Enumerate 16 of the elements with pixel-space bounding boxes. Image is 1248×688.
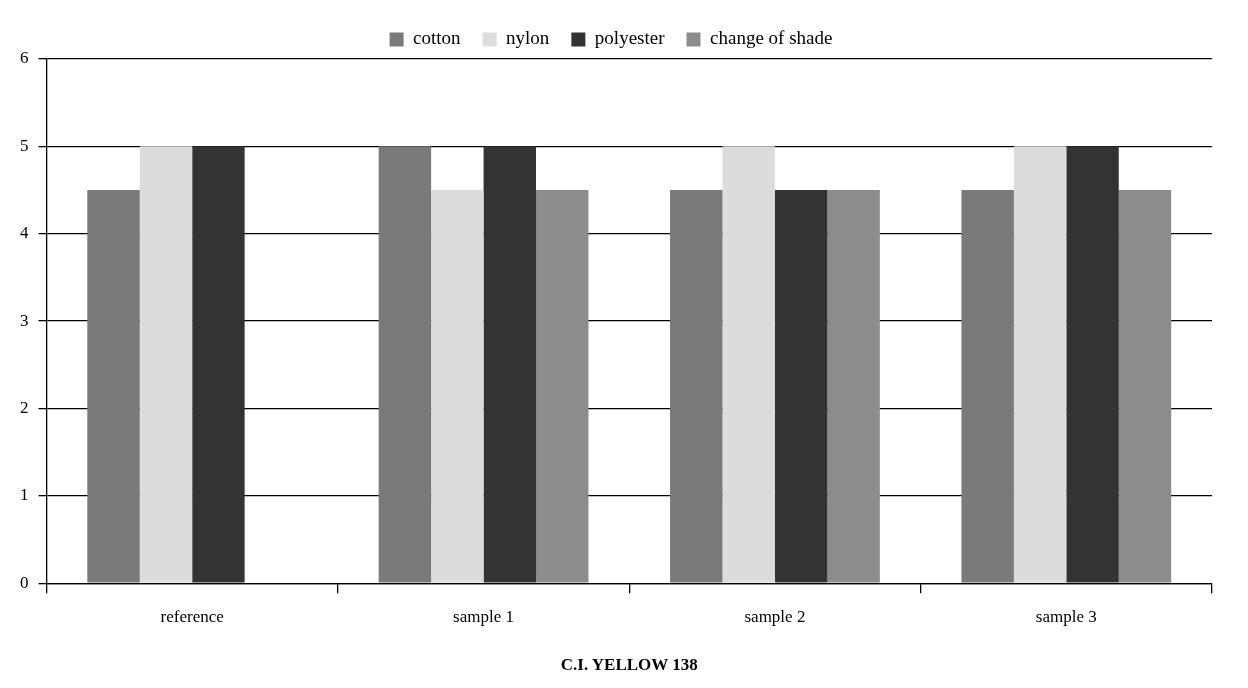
y-tick-label: 5 bbox=[20, 135, 29, 155]
x-tick-label: sample 3 bbox=[1035, 606, 1097, 626]
x-tick-label: reference bbox=[160, 606, 224, 626]
x-tick-label: sample 2 bbox=[744, 606, 806, 626]
legend-label: nylon bbox=[506, 27, 550, 49]
legend-label: polyester bbox=[594, 27, 666, 49]
x-axis-title: C.I. YELLOW 138 bbox=[560, 655, 698, 675]
y-tick-label: 3 bbox=[20, 310, 29, 330]
legend-label: cotton bbox=[413, 27, 462, 49]
y-tick-label: 2 bbox=[20, 397, 29, 417]
y-tick-label: 4 bbox=[20, 223, 29, 243]
y-tick-label: 6 bbox=[20, 48, 29, 68]
legend-label: change of shade bbox=[710, 27, 833, 49]
y-tick-label: 0 bbox=[20, 572, 29, 592]
x-tick-label: sample 1 bbox=[453, 606, 515, 626]
y-tick-label: 1 bbox=[20, 485, 29, 505]
